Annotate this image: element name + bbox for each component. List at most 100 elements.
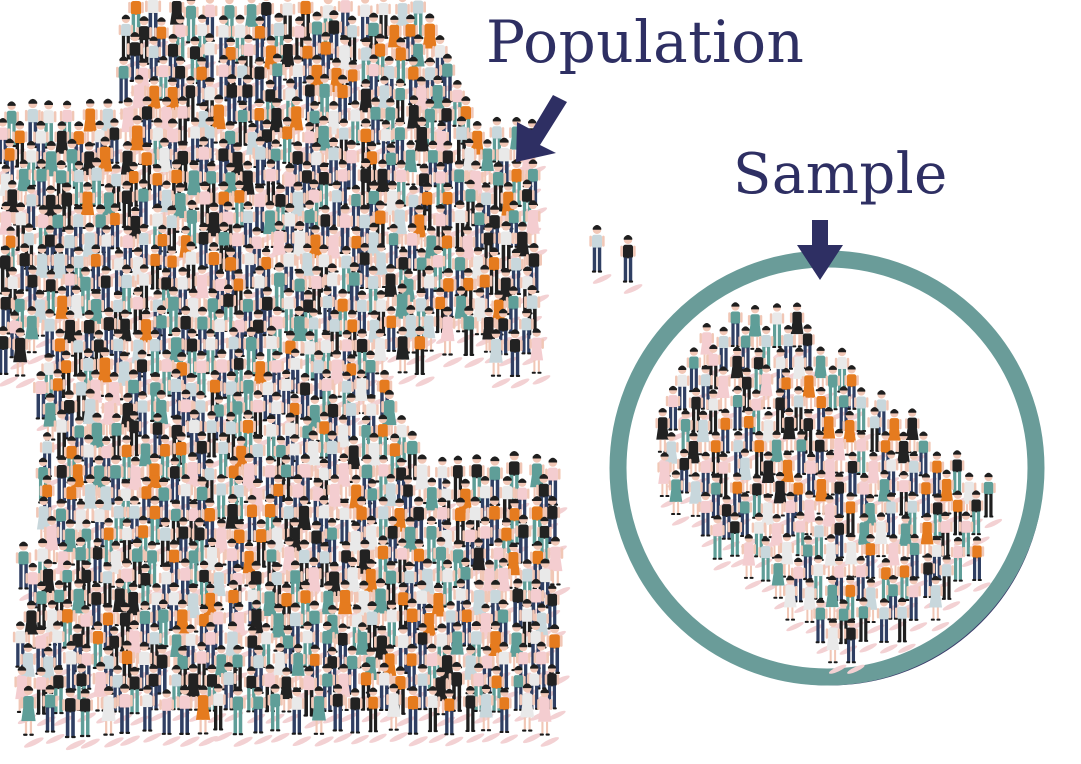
person-icon <box>0 326 18 387</box>
person-icon <box>898 514 920 570</box>
person-icon <box>842 410 864 467</box>
person-icon <box>82 474 105 535</box>
person-icon <box>421 306 443 363</box>
person-icon <box>478 684 501 743</box>
person-icon <box>488 329 511 389</box>
person-icon <box>239 160 263 221</box>
person-icon <box>262 664 285 724</box>
person-icon <box>289 687 312 747</box>
person-icon <box>507 329 530 389</box>
person-icon <box>53 409 77 471</box>
person-icon <box>968 490 990 546</box>
person-icon <box>24 306 47 365</box>
person-icon <box>448 661 472 724</box>
population-crowd <box>0 0 643 751</box>
sample-crowd <box>655 302 1003 674</box>
person-icon <box>210 683 233 742</box>
person-icon <box>939 555 961 611</box>
person-icon <box>462 685 485 743</box>
person-icon <box>146 36 168 93</box>
person-icon <box>240 201 262 259</box>
person-icon <box>327 474 349 532</box>
person-icon <box>318 330 341 390</box>
person-icon <box>876 598 898 654</box>
person-icon <box>894 597 916 653</box>
person-icon <box>250 686 273 745</box>
person-icon <box>395 326 417 385</box>
person-icon <box>404 223 427 283</box>
person-icon <box>414 454 438 516</box>
person-icon <box>589 225 612 284</box>
person-icon <box>813 598 834 654</box>
down-arrow-icon <box>516 95 567 162</box>
person-icon <box>441 688 464 747</box>
person-icon <box>547 536 571 598</box>
person-icon <box>496 641 519 701</box>
person-icon <box>950 536 972 593</box>
person-icon <box>50 368 72 426</box>
person-icon <box>157 434 179 492</box>
person-icon <box>769 303 791 359</box>
person-icon <box>729 346 751 403</box>
person-icon <box>439 306 463 368</box>
person-icon <box>843 618 865 674</box>
person-icon <box>116 683 140 746</box>
person-icon <box>969 536 991 592</box>
person-icon <box>783 575 804 632</box>
person-icon <box>529 328 551 385</box>
person-icon <box>856 597 877 653</box>
person-icon <box>425 686 447 744</box>
person-icon <box>20 685 44 748</box>
person-icon <box>241 452 265 515</box>
person-icon <box>411 326 435 387</box>
person-icon <box>220 662 244 722</box>
person-icon <box>138 142 162 203</box>
person-icon <box>279 116 302 176</box>
person-icon <box>537 688 559 747</box>
person-icon <box>90 537 112 594</box>
person-icon <box>544 664 566 721</box>
person-icon <box>15 541 39 601</box>
person-icon <box>741 534 763 590</box>
population-label: Population <box>486 8 805 76</box>
person-icon <box>825 618 847 674</box>
sample-group <box>609 250 1045 686</box>
person-icon <box>88 244 110 303</box>
person-icon <box>231 602 254 660</box>
person-icon <box>347 687 369 745</box>
person-icon <box>330 683 353 743</box>
person-icon <box>386 223 408 280</box>
person-icon <box>688 472 710 528</box>
person-icon <box>386 683 409 742</box>
person-icon <box>710 515 732 571</box>
person-icon <box>395 538 416 594</box>
person-icon <box>747 305 769 361</box>
person-icon <box>230 686 253 747</box>
person-icon <box>783 491 804 548</box>
person-icon <box>822 450 844 507</box>
person-icon <box>802 578 824 634</box>
person-icon <box>770 553 792 610</box>
person-icon <box>519 683 542 744</box>
person-icon <box>392 117 415 177</box>
person-icon <box>62 687 86 751</box>
person-icon <box>525 200 548 259</box>
person-icon <box>357 242 379 300</box>
person-icon <box>195 684 219 747</box>
person-icon <box>698 364 720 421</box>
person-icon <box>77 688 100 749</box>
person-icon <box>159 689 181 746</box>
person-icon <box>981 472 1003 529</box>
person-icon <box>100 685 124 748</box>
person-icon <box>853 556 875 612</box>
person-icon <box>620 235 643 294</box>
person-icon <box>319 663 342 724</box>
person-icon <box>928 575 950 632</box>
person-icon <box>906 576 928 632</box>
person-icon <box>497 687 518 744</box>
person-icon <box>365 687 387 743</box>
person-icon <box>176 685 200 747</box>
person-icon <box>42 684 65 744</box>
